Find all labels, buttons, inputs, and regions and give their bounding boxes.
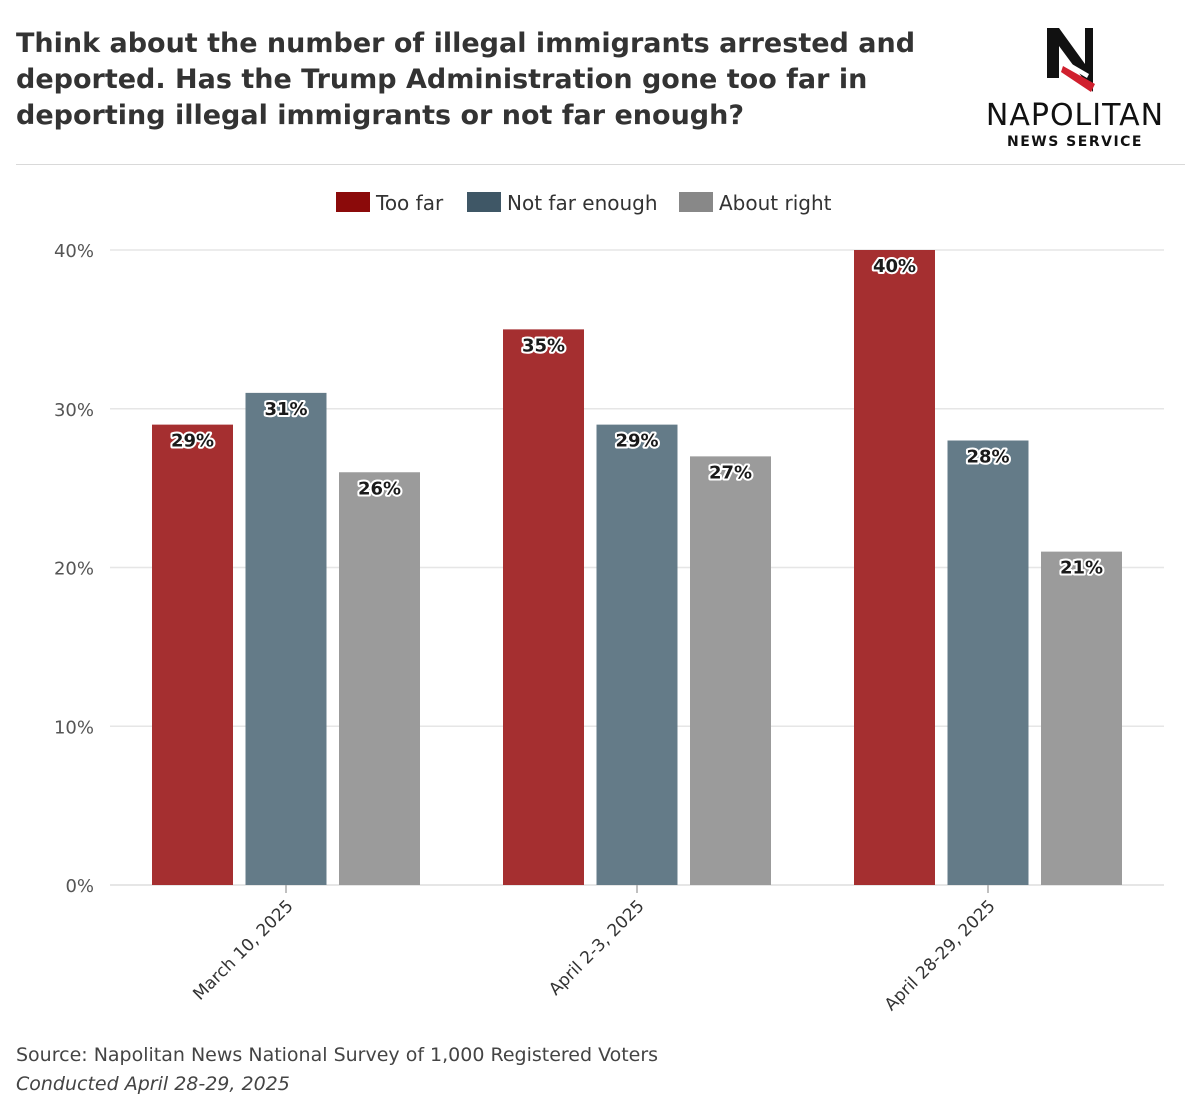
bar [339, 472, 420, 885]
chart-legend: Too far Not far enough About right [336, 191, 832, 215]
y-tick-label: 0% [65, 876, 94, 897]
logo-wordmark: NAPOLITAN [985, 98, 1165, 133]
napolitan-n-logo-icon [1047, 28, 1095, 92]
legend-swatch [679, 192, 713, 212]
legend-swatch [467, 192, 501, 212]
bar-value-label: 29% [171, 431, 214, 452]
bar-value-label: 28% [966, 447, 1009, 468]
bar-value-label: 29% [615, 431, 658, 452]
legend-label: About right [719, 191, 832, 215]
bar [947, 440, 1029, 885]
bar [245, 392, 327, 885]
bar-value-label: 21% [1060, 558, 1103, 579]
bar [503, 329, 584, 885]
bar [854, 250, 935, 885]
chart-title: Think about the number of illegal immigr… [16, 28, 916, 131]
conducted-note: Conducted April 28-29, 2025 [16, 1073, 290, 1095]
y-axis: 0% 10% 20% 30% 40% [54, 241, 94, 897]
bar-value-label: 40% [873, 256, 916, 277]
chart-data-labels: 29% 35% 40% 31% 29% 28% 26% 27% 21% [169, 254, 1105, 581]
header-divider [16, 164, 1185, 165]
source-note: Source: Napolitan News National Survey o… [16, 1044, 659, 1066]
bar-value-label: 31% [264, 399, 307, 420]
chart-bars [152, 250, 1122, 885]
bar [596, 424, 678, 885]
x-category-label: March 10, 2025 [189, 896, 297, 1004]
y-tick-label: 30% [54, 400, 94, 421]
y-tick-label: 20% [54, 559, 94, 580]
bar [690, 456, 771, 885]
grouped-bar-chart: Too far Not far enough About right 0% 10% 20… [54, 191, 1164, 1015]
bar-value-label: 27% [709, 462, 752, 483]
bar-value-label: 26% [358, 478, 401, 499]
y-tick-label: 10% [54, 717, 94, 738]
logo-subtitle: NEWS SERVICE [1007, 134, 1143, 150]
legend-label: Not far enough [507, 191, 658, 215]
legend-label: Too far [375, 191, 444, 215]
bar-value-label: 35% [522, 335, 565, 356]
bar [1041, 551, 1122, 885]
x-axis: March 10, 2025 April 2-3, 2025 April 28-29… [189, 885, 1000, 1015]
napolitan-logo: NAPOLITAN NEWS SERVICE [960, 26, 1190, 152]
legend-swatch [336, 192, 370, 212]
bar [152, 424, 233, 885]
y-tick-label: 40% [54, 241, 94, 262]
x-category-label: April 2-3, 2025 [545, 896, 648, 999]
x-category-label: April 28-29, 2025 [881, 896, 1000, 1015]
